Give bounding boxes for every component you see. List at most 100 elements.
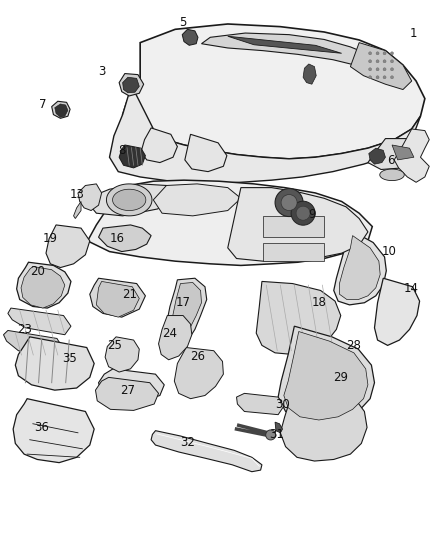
Polygon shape: [110, 85, 420, 184]
Polygon shape: [171, 282, 201, 342]
Polygon shape: [159, 316, 192, 360]
Text: 20: 20: [30, 265, 45, 278]
Polygon shape: [182, 29, 198, 45]
Text: 30: 30: [275, 398, 290, 410]
Text: 26: 26: [191, 350, 205, 362]
Circle shape: [383, 76, 386, 79]
Polygon shape: [88, 184, 175, 216]
Circle shape: [383, 68, 386, 71]
Polygon shape: [228, 188, 368, 261]
Text: 18: 18: [311, 296, 326, 309]
Text: 6: 6: [387, 155, 395, 167]
Circle shape: [376, 52, 379, 55]
Polygon shape: [368, 139, 420, 169]
Polygon shape: [106, 184, 152, 216]
Polygon shape: [99, 225, 151, 252]
Text: 23: 23: [17, 323, 32, 336]
Polygon shape: [21, 266, 65, 308]
Text: 21: 21: [122, 288, 137, 301]
Polygon shape: [374, 278, 420, 345]
Text: 8: 8: [118, 144, 125, 157]
Text: 19: 19: [43, 232, 58, 245]
Polygon shape: [350, 43, 412, 90]
Polygon shape: [394, 129, 429, 182]
Polygon shape: [380, 169, 404, 181]
Text: 27: 27: [120, 384, 135, 397]
Circle shape: [369, 68, 371, 71]
Polygon shape: [4, 330, 64, 357]
Polygon shape: [17, 262, 71, 308]
Circle shape: [369, 60, 371, 63]
Circle shape: [391, 60, 393, 63]
Polygon shape: [237, 393, 284, 415]
Polygon shape: [284, 332, 368, 420]
Polygon shape: [119, 74, 144, 96]
Polygon shape: [228, 36, 342, 53]
Polygon shape: [185, 134, 227, 172]
Polygon shape: [392, 145, 414, 160]
Polygon shape: [303, 64, 316, 84]
Polygon shape: [201, 33, 394, 74]
Circle shape: [391, 68, 393, 71]
Circle shape: [391, 76, 393, 79]
Text: 9: 9: [308, 208, 316, 221]
Polygon shape: [123, 24, 425, 159]
Polygon shape: [113, 189, 146, 211]
Text: 1: 1: [410, 27, 418, 39]
Polygon shape: [74, 201, 81, 219]
Text: 31: 31: [269, 428, 284, 441]
Circle shape: [376, 68, 379, 71]
Text: 29: 29: [333, 371, 348, 384]
Polygon shape: [151, 431, 262, 472]
Polygon shape: [105, 337, 139, 372]
Polygon shape: [99, 369, 164, 402]
Polygon shape: [339, 236, 380, 300]
Circle shape: [369, 52, 371, 55]
Text: 5: 5: [180, 16, 187, 29]
Polygon shape: [278, 326, 374, 424]
Circle shape: [281, 195, 297, 211]
Polygon shape: [166, 278, 207, 345]
Text: 10: 10: [381, 245, 396, 258]
Polygon shape: [119, 145, 145, 168]
Circle shape: [383, 60, 386, 63]
Text: 13: 13: [69, 188, 84, 201]
Polygon shape: [13, 399, 94, 463]
Polygon shape: [90, 278, 145, 317]
Polygon shape: [46, 225, 90, 268]
Polygon shape: [15, 337, 94, 390]
Polygon shape: [88, 180, 372, 265]
Text: 24: 24: [162, 327, 177, 340]
Text: 3: 3: [98, 66, 105, 78]
Polygon shape: [52, 101, 70, 118]
Polygon shape: [280, 372, 367, 461]
Polygon shape: [275, 422, 283, 433]
Circle shape: [391, 52, 393, 55]
Polygon shape: [369, 148, 385, 164]
Text: 25: 25: [107, 339, 122, 352]
Circle shape: [266, 430, 276, 440]
Text: 35: 35: [62, 352, 77, 365]
Polygon shape: [256, 281, 341, 354]
Polygon shape: [334, 228, 386, 305]
Circle shape: [383, 52, 386, 55]
Polygon shape: [263, 243, 324, 261]
Polygon shape: [141, 128, 177, 163]
Circle shape: [275, 189, 303, 216]
Circle shape: [291, 201, 315, 225]
Circle shape: [376, 76, 379, 79]
Polygon shape: [8, 308, 71, 335]
Polygon shape: [153, 184, 241, 216]
Polygon shape: [123, 77, 139, 93]
Polygon shape: [96, 281, 139, 317]
Text: 16: 16: [110, 232, 125, 245]
Polygon shape: [263, 216, 324, 237]
Circle shape: [369, 76, 371, 79]
Polygon shape: [78, 184, 102, 211]
Polygon shape: [55, 104, 68, 117]
Text: 28: 28: [346, 339, 361, 352]
Text: 7: 7: [39, 98, 47, 111]
Circle shape: [296, 206, 310, 220]
Polygon shape: [174, 348, 223, 399]
Text: 36: 36: [34, 421, 49, 434]
